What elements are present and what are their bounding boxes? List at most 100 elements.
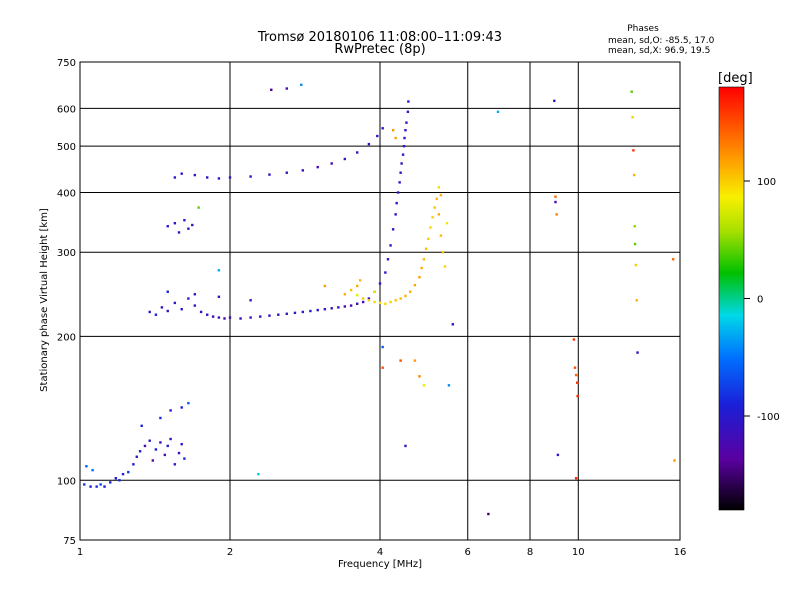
data-point [391, 228, 395, 231]
data-point [187, 401, 190, 405]
data-point [405, 121, 408, 124]
data-point [187, 297, 190, 300]
x-tick-label: 8 [527, 547, 533, 558]
data-point [367, 297, 371, 300]
data-point [309, 309, 312, 313]
data-point [293, 311, 297, 315]
x-tick-label: 1 [77, 547, 83, 558]
data-point [401, 153, 405, 156]
data-point [630, 90, 633, 93]
data-point [399, 171, 402, 174]
data-point [422, 384, 426, 387]
data-point [572, 338, 576, 341]
x-tick-label: 16 [674, 547, 687, 558]
data-point [394, 299, 397, 302]
data-point [451, 323, 455, 326]
data-point [183, 457, 186, 460]
data-point [223, 317, 226, 320]
data-point [381, 345, 384, 349]
data-point [205, 176, 209, 179]
data-point [217, 269, 221, 272]
data-point [187, 227, 190, 230]
data-point [249, 299, 252, 302]
data-point [447, 384, 451, 387]
data-point [138, 450, 142, 453]
y-tick-label: 100 [57, 476, 76, 487]
data-point [217, 316, 221, 319]
data-point [373, 300, 376, 304]
data-point [177, 231, 181, 234]
colorbar-ticks: 100 0 -100 [744, 177, 780, 423]
data-point [378, 282, 382, 285]
data-point [180, 406, 183, 409]
data-point [386, 258, 390, 261]
data-point [228, 316, 232, 319]
y-tick-label: 200 [57, 332, 76, 343]
data-point [99, 483, 102, 486]
data-point [409, 290, 412, 293]
data-point [435, 197, 438, 201]
data-point [373, 290, 376, 293]
data-point [330, 307, 333, 310]
data-point [217, 295, 221, 299]
data-point [173, 301, 177, 305]
data-point [437, 213, 441, 216]
data-point [384, 302, 387, 305]
data-point [154, 448, 158, 451]
x-tick-labels: 1 2 4 6 8 10 16 [77, 547, 687, 558]
data-point [151, 459, 155, 462]
data-point [343, 305, 347, 308]
data-point [257, 472, 260, 476]
data-point [437, 186, 441, 189]
data-point [634, 263, 638, 267]
data-point [394, 136, 397, 140]
colorbar-tick-label: -100 [757, 412, 780, 423]
data-point [403, 136, 406, 140]
data-point [285, 312, 288, 315]
x-axis-label: Frequency [MHz] [338, 559, 422, 570]
data-point [148, 439, 151, 442]
data-point [343, 157, 347, 161]
data-point [573, 366, 577, 369]
data-point [166, 290, 169, 293]
data-point [268, 314, 271, 317]
data-point [399, 359, 402, 362]
data-point [632, 149, 635, 152]
y-tick-label: 400 [57, 188, 76, 199]
data-point [180, 442, 183, 446]
data-point [249, 316, 252, 319]
data-point [554, 195, 557, 198]
data-point [576, 394, 579, 398]
data-point [355, 151, 359, 154]
data-point [83, 483, 86, 486]
data-point [180, 307, 183, 311]
y-tick-label: 750 [57, 58, 76, 69]
data-point [431, 216, 434, 219]
phases-mean-o: mean, sd,O: -85.5, 17.0 [608, 36, 715, 46]
colorbar [718, 86, 745, 511]
x-tick-label: 6 [465, 547, 471, 558]
data-point [166, 225, 169, 228]
data-point [197, 206, 200, 209]
data-point [404, 128, 407, 132]
data-point [420, 266, 423, 270]
data-point [407, 100, 410, 103]
x-tick-label: 2 [227, 547, 233, 558]
data-point [301, 310, 305, 314]
data-point [337, 306, 340, 309]
data-point [631, 115, 634, 119]
colorbar-label: [deg] [718, 71, 753, 86]
data-point [330, 162, 333, 165]
data-point [349, 304, 353, 307]
data-point [553, 99, 556, 103]
data-point [211, 315, 215, 318]
data-point [285, 87, 288, 90]
data-point [418, 275, 421, 279]
data-point [163, 453, 167, 457]
data-point [316, 308, 319, 312]
data-point [404, 294, 407, 298]
data-point [127, 470, 130, 474]
phases-mean-x: mean, sd,X: 96.9, 19.5 [608, 46, 710, 56]
data-point [389, 300, 392, 304]
y-tick-label: 600 [57, 104, 76, 115]
